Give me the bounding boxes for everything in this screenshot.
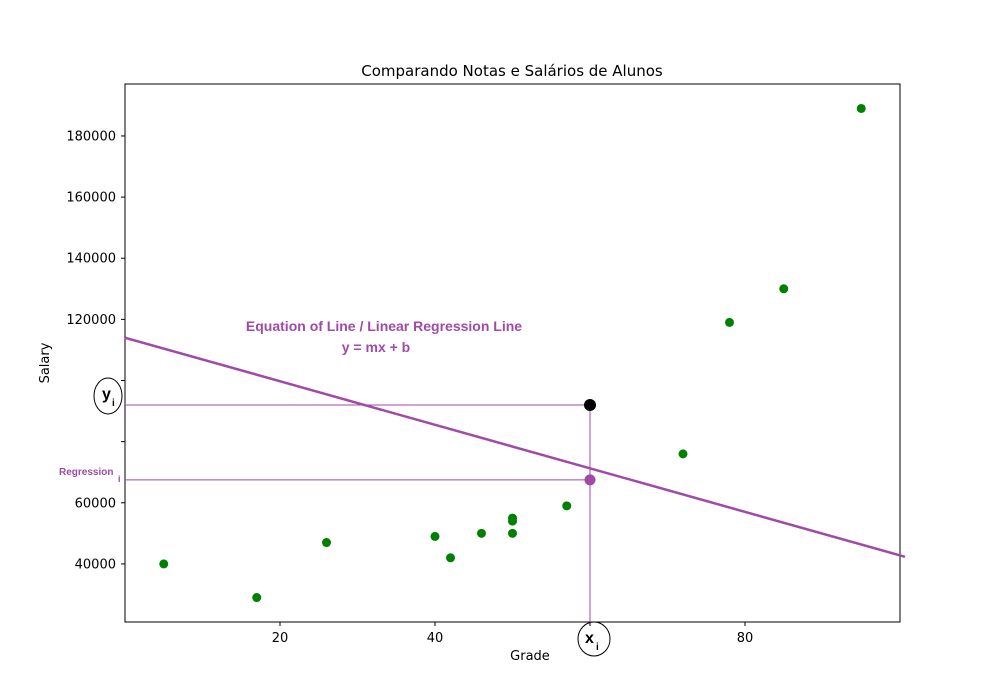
y-axis-ticks: 40000 60000 120000 140000 160000 180000 [66,129,125,572]
highlighted-data-point [584,398,596,411]
data-point [430,531,440,541]
equation-title: Equation of Line / Linear Regression Lin… [246,318,522,334]
x-tick-label: 80 [737,631,754,646]
data-point [252,593,262,603]
y-i-subscript: i [112,398,115,409]
equation-annotation: Equation of Line / Linear Regression Lin… [246,318,522,355]
regression-i-subscript: i [118,474,121,484]
data-point [725,317,734,327]
data-point [477,528,486,538]
highlighted-points [584,398,596,486]
x-tick-label: 20 [272,631,289,646]
regression-line [124,336,906,559]
y-axis-label: Salary [38,342,53,383]
y-tick-label: 60000 [75,496,116,511]
y-i-circle [93,377,123,415]
equation-formula: y = mx + b [342,339,410,355]
data-point [322,538,331,548]
data-point [856,103,866,113]
x-axis-label: Grade [510,649,550,664]
data-point [508,528,517,538]
data-point [678,449,688,459]
y-i-letter: y [102,386,111,403]
y-i-marker: y i [93,377,123,415]
x-tick-label: 40 [427,631,444,646]
regression-point [584,474,596,486]
y-tick-label: 180000 [66,129,116,144]
data-point [159,559,169,569]
data-point [562,501,572,511]
data-point [779,284,789,294]
data-points [159,103,866,603]
y-tick-label: 140000 [66,252,116,267]
x-i-letter: x [585,630,594,647]
x-i-circle [577,621,611,657]
data-point [446,553,455,563]
guide-lines [125,404,591,622]
data-point [508,516,517,526]
regression-i-label: Regression [59,467,113,478]
x-i-marker: x i [577,621,611,657]
x-axis-ticks: 20 40 80 [272,622,754,646]
x-i-subscript: i [596,642,599,653]
plot-area [124,83,901,623]
chart-title: Comparando Notas e Salários de Alunos [361,62,663,80]
y-tick-label: 40000 [75,557,116,572]
regression-i-marker: Regression i [59,467,121,484]
y-tick-label: 160000 [66,191,116,206]
y-tick-label: 120000 [66,313,116,328]
regression-line-group [124,336,906,559]
